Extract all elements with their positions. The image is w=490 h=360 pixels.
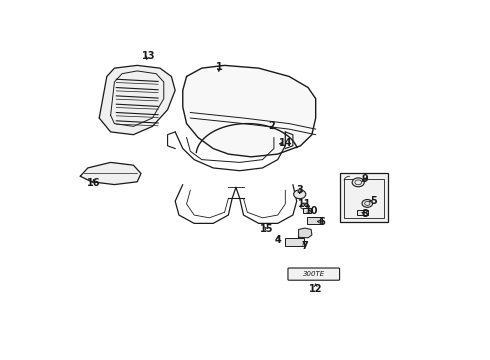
Text: 16: 16: [87, 178, 100, 188]
Bar: [341, 174, 388, 222]
Text: 2: 2: [269, 121, 275, 131]
Text: 6: 6: [318, 217, 325, 227]
Bar: [358, 210, 368, 215]
Circle shape: [294, 190, 306, 199]
Text: 8: 8: [362, 209, 368, 219]
Text: 13: 13: [142, 51, 155, 61]
Polygon shape: [99, 66, 175, 135]
Text: 3: 3: [296, 185, 303, 195]
Circle shape: [362, 199, 373, 207]
Text: 14: 14: [278, 138, 292, 148]
FancyBboxPatch shape: [288, 268, 340, 280]
Text: 4: 4: [274, 235, 281, 245]
Polygon shape: [80, 162, 141, 185]
Bar: [307, 217, 322, 224]
Polygon shape: [298, 228, 312, 238]
Text: 12: 12: [309, 284, 322, 293]
Bar: [344, 179, 384, 218]
Circle shape: [352, 178, 364, 187]
Bar: [285, 238, 304, 246]
Text: 9: 9: [362, 174, 368, 184]
Text: 15: 15: [260, 224, 273, 234]
Text: 10: 10: [305, 206, 318, 216]
Text: 300TE: 300TE: [303, 271, 325, 277]
Text: 1: 1: [216, 62, 222, 72]
Text: 7: 7: [301, 240, 308, 251]
Bar: [303, 208, 311, 213]
Polygon shape: [183, 66, 316, 157]
Text: 5: 5: [370, 196, 377, 206]
Text: 11: 11: [298, 199, 312, 209]
